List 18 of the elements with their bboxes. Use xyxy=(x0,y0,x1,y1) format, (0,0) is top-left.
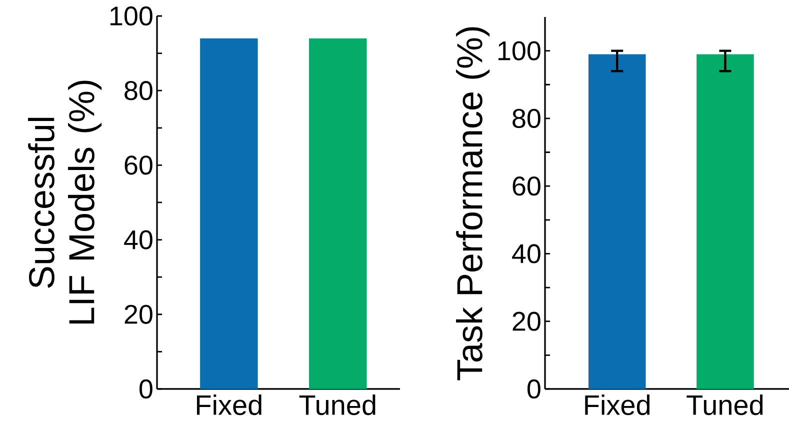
x-tick-label: Fixed xyxy=(196,394,262,416)
y-tick-label: 0 xyxy=(140,379,152,399)
y-tick-label: 40 xyxy=(512,244,540,264)
y-tick-label: 0 xyxy=(528,379,540,399)
y-axis-title: Successful LIF Models (%) xyxy=(28,80,102,324)
y-tick-label: 40 xyxy=(124,230,152,250)
y-tick-label: 100 xyxy=(498,41,540,60)
y-tick-label: 20 xyxy=(124,304,152,324)
x-tick-label: Tuned xyxy=(686,394,763,416)
x-tick-label: Fixed xyxy=(585,394,650,416)
x-tick-label: Tuned xyxy=(299,394,376,416)
y-axis-title: Task Performance (%) xyxy=(456,27,490,380)
y-tick-label: 60 xyxy=(512,176,540,196)
y-tick-label: 20 xyxy=(512,312,540,331)
y-tick-label: 80 xyxy=(124,81,152,100)
y-tick-label: 80 xyxy=(512,108,540,128)
y-tick-label: 60 xyxy=(124,156,152,175)
y-tick-label: 100 xyxy=(110,6,152,26)
